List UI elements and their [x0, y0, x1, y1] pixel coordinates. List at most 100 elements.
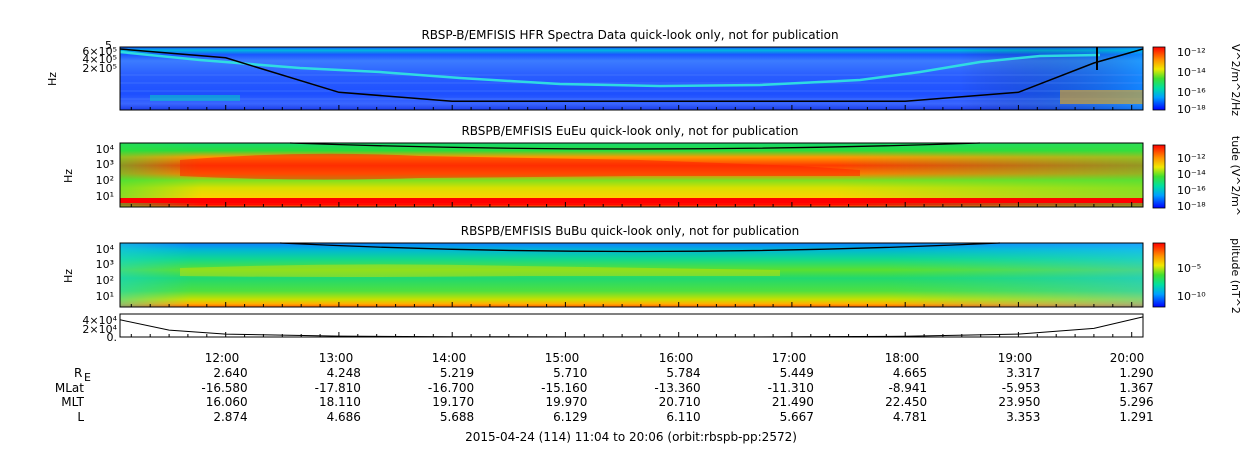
- y-tick-label: 10¹: [96, 190, 114, 203]
- ephemeris-value: 4.781: [893, 410, 927, 424]
- panel-frame: [119, 313, 1144, 338]
- time-axis: 12:00 13:00 14:00 15:00 16:00 17:00 18:0…: [205, 351, 1145, 365]
- ephemeris-value: -11.310: [768, 381, 814, 395]
- colorbar: [1152, 144, 1166, 209]
- panel-hfr: RBSP-B/EMFISIS HFR Spectra Data quick-lo…: [46, 28, 1242, 116]
- ephemeris-value: -15.160: [541, 381, 587, 395]
- chorus-band: [180, 264, 780, 277]
- ephemeris-table: R E MLat MLT L 2.640 4.248 5.219 5.710 5.784…: [55, 366, 1154, 424]
- time-tick-label: 13:00: [319, 351, 354, 365]
- y-tick-label: 10²: [96, 174, 114, 187]
- y-axis-label: Hz: [62, 269, 75, 283]
- panel-title: RBSPB/EMFISIS EuEu quick-look only, not …: [461, 124, 798, 138]
- y-tick-label: 5: [105, 39, 112, 52]
- ephemeris-value: 2.874: [213, 410, 247, 424]
- y-tick-label: 2×10⁴: [82, 323, 117, 336]
- y-ticks: 10⁴ 10³ 10² 10¹: [96, 243, 115, 303]
- ephemeris-value: 19.170: [432, 395, 474, 409]
- time-tick-label: 12:00: [205, 351, 240, 365]
- ephemeris-value: 1.291: [1119, 410, 1153, 424]
- colorbar-label: tude (V^2/m^: [1229, 136, 1242, 216]
- colorbar-label: V^2/m^2/Hz: [1229, 44, 1242, 116]
- spectrogram-right-glow: [120, 47, 1143, 110]
- colorbar-tick: 10⁻¹²: [1177, 46, 1206, 59]
- ephemeris-value: -17.810: [315, 381, 361, 395]
- cyclotron-curve: [279, 242, 1001, 253]
- y-tick-label: 6×10⁵: [82, 45, 117, 58]
- ephemeris-value: -13.360: [654, 381, 700, 395]
- ephemeris-value: -16.700: [428, 381, 474, 395]
- ephemeris-value: 1.367: [1119, 381, 1153, 395]
- colorbar-tick: 10⁻¹⁴: [1177, 168, 1206, 181]
- panel-line: 4×10⁴ 2×10⁴ 0.: [82, 313, 1144, 344]
- lower-right-noise: [1060, 90, 1143, 104]
- ephemeris-value: -5.953: [1002, 381, 1041, 395]
- y-ticks: 5 6×10⁵ 4×10⁵ 2×10⁵: [82, 39, 117, 75]
- row-label-l: L: [77, 410, 84, 424]
- y-tick-label: 2×10⁵: [82, 62, 117, 75]
- colorbar: [1152, 242, 1166, 308]
- ephemeris-value: 6.129: [553, 410, 587, 424]
- cyclotron-curve: [119, 48, 1144, 102]
- time-tick-label: 19:00: [998, 351, 1033, 365]
- colorbar-tick: 10⁻¹⁰: [1177, 290, 1206, 303]
- ephemeris-value: 20.710: [659, 395, 701, 409]
- time-tick-label: 18:00: [885, 351, 920, 365]
- y-tick-label: 10⁴: [96, 143, 115, 156]
- ephemeris-value: 5.449: [780, 366, 814, 380]
- ephemeris-value: -16.580: [201, 381, 247, 395]
- ephemeris-value: 18.110: [319, 395, 361, 409]
- y-tick-label: 10³: [96, 158, 114, 171]
- ephemeris-value: 5.688: [440, 410, 474, 424]
- colorbar-ticks: 10⁻¹² 10⁻¹⁴ 10⁻¹⁶ 10⁻¹⁸: [1177, 152, 1206, 213]
- colorbar-tick: 10⁻¹⁸: [1177, 103, 1206, 116]
- y-tick-label: 4×10⁵: [82, 53, 117, 66]
- ephemeris-value: 4.686: [327, 410, 361, 424]
- lower-left-noise: [150, 95, 240, 101]
- row-label-mlt: MLT: [61, 395, 84, 409]
- panel-bubu: RBSPB/EMFISIS BuBu quick-look only, not …: [62, 224, 1242, 314]
- y-tick-label: 0.: [107, 331, 118, 344]
- colorbar-tick: 10⁻¹⁶: [1177, 86, 1206, 99]
- colorbar-ticks: 10⁻¹² 10⁻¹⁴ 10⁻¹⁶ 10⁻¹⁸: [1177, 46, 1206, 116]
- row-label-mlat: MLat: [55, 381, 84, 395]
- panel-frame: [119, 46, 1144, 111]
- ephemeris-value: 3.353: [1006, 410, 1040, 424]
- y-ticks: 10⁴ 10³ 10² 10¹: [96, 143, 115, 203]
- y-tick-label: 4×10⁴: [82, 314, 117, 327]
- colorbar-tick: 10⁻¹⁴: [1177, 66, 1206, 79]
- ephemeris-value: -8.941: [888, 381, 927, 395]
- y-tick-label: 10⁴: [96, 243, 115, 256]
- time-tick-label: 16:00: [659, 351, 694, 365]
- ephemeris-value: 5.784: [666, 366, 700, 380]
- time-tick-label: 14:00: [432, 351, 467, 365]
- y-ticks: 4×10⁴ 2×10⁴ 0.: [82, 314, 117, 344]
- panel-eueu: RBSPB/EMFISIS EuEu quick-look only, not …: [62, 124, 1242, 216]
- ephemeris-value: 19.970: [545, 395, 587, 409]
- ephemeris-value: 5.296: [1119, 395, 1153, 409]
- row-label-r-subscript: E: [84, 371, 91, 384]
- ephemeris-value: 5.219: [440, 366, 474, 380]
- time-tick-marks: [130, 105, 1133, 337]
- ephemeris-value: 23.950: [998, 395, 1040, 409]
- ephemeris-value: 16.060: [206, 395, 248, 409]
- colorbar-tick: 10⁻⁵: [1177, 262, 1201, 275]
- bottom-red-band: [120, 198, 1143, 203]
- colorbar-tick: 10⁻¹⁸: [1177, 200, 1206, 213]
- ephemeris-value: 4.665: [893, 366, 927, 380]
- chorus-core: [180, 153, 860, 180]
- ephemeris-value: 4.248: [327, 366, 361, 380]
- ephemeris-value: 5.710: [553, 366, 587, 380]
- panel-title: RBSP-B/EMFISIS HFR Spectra Data quick-lo…: [421, 28, 838, 42]
- y-axis-label: Hz: [62, 169, 75, 183]
- y-axis-label: Hz: [46, 72, 59, 86]
- colorbar: [1152, 46, 1166, 111]
- striations: [120, 74, 1143, 100]
- y-tick-label: 10²: [96, 274, 114, 287]
- y-tick-label: 10¹: [96, 290, 114, 303]
- ephemeris-value: 5.667: [780, 410, 814, 424]
- plasma-line: [119, 50, 1101, 88]
- ephemeris-cells: 2.640 4.248 5.219 5.710 5.784 5.449 4.665 3.317…: [201, 366, 1153, 424]
- colorbar-tick: 10⁻¹²: [1177, 152, 1206, 165]
